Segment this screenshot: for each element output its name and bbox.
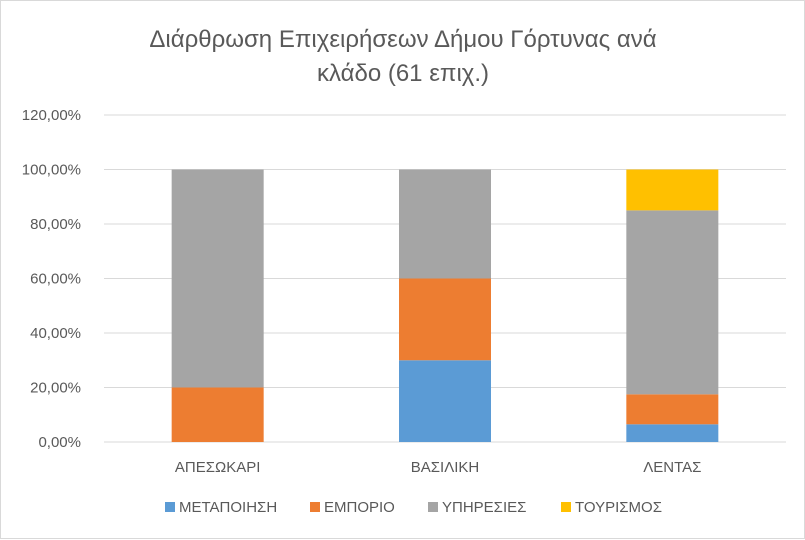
- bar-segment: [626, 169, 719, 211]
- y-tick-label: 40,00%: [30, 325, 81, 342]
- legend-entry: ΥΠΗΡΕΣΙΕΣ: [442, 499, 526, 516]
- bar-stacks: [171, 169, 719, 442]
- bar-segment: [399, 278, 491, 361]
- y-tick-label: 20,00%: [30, 380, 81, 397]
- y-tick-label: 60,00%: [30, 271, 81, 288]
- legend: ΜΕΤΑΠΟΙΗΣΗ ΕΜΠΟΡΙΟ ΥΠΗΡΕΣΙΕΣ ΤΟΥΡΙΣΜΟΣ: [165, 499, 662, 516]
- x-tick-label: ΑΠΕΣΩΚΑΡΙ: [175, 459, 261, 476]
- bar-segment: [399, 169, 491, 279]
- chart-title: Διάρθρωση Επιχειρήσεων Δήμου Γόρτυνας αν…: [149, 26, 656, 87]
- legend-entry: ΤΟΥΡΙΣΜΟΣ: [575, 499, 662, 516]
- legend-entry: ΜΕΤΑΠΟΙΗΣΗ: [179, 499, 277, 516]
- y-tick-label: 120,00%: [22, 107, 81, 124]
- bar-segment: [626, 424, 719, 442]
- y-tick-label: 0,00%: [38, 434, 81, 451]
- chart-title-line-1: Διάρθρωση Επιχειρήσεων Δήμου Γόρτυνας αν…: [149, 26, 656, 53]
- y-tick-label: 80,00%: [30, 216, 81, 233]
- bar-segment: [171, 169, 264, 388]
- bar-segment: [171, 387, 264, 442]
- x-tick-label: ΒΑΣΙΛΙΚΗ: [411, 459, 479, 476]
- bar-segment: [399, 360, 491, 442]
- chart-title-line-2: κλάδο (61 επιχ.): [317, 60, 489, 87]
- legend-entry: ΕΜΠΟΡΙΟ: [324, 499, 395, 516]
- x-tick-label: ΛΕΝΤΑΣ: [643, 459, 701, 476]
- bar-segment: [626, 210, 719, 395]
- legend-swatch: [165, 502, 175, 512]
- x-axis-tick-labels: ΑΠΕΣΩΚΑΡΙ ΒΑΣΙΛΙΚΗ ΛΕΝΤΑΣ: [175, 459, 702, 476]
- legend-swatch: [561, 502, 571, 512]
- legend-swatch: [428, 502, 438, 512]
- y-tick-label: 100,00%: [22, 162, 81, 179]
- legend-swatch: [310, 502, 320, 512]
- bar-segment: [626, 394, 719, 425]
- y-axis-tick-labels: 0,00% 20,00% 40,00% 60,00% 80,00% 100,00% 120,…: [22, 107, 81, 451]
